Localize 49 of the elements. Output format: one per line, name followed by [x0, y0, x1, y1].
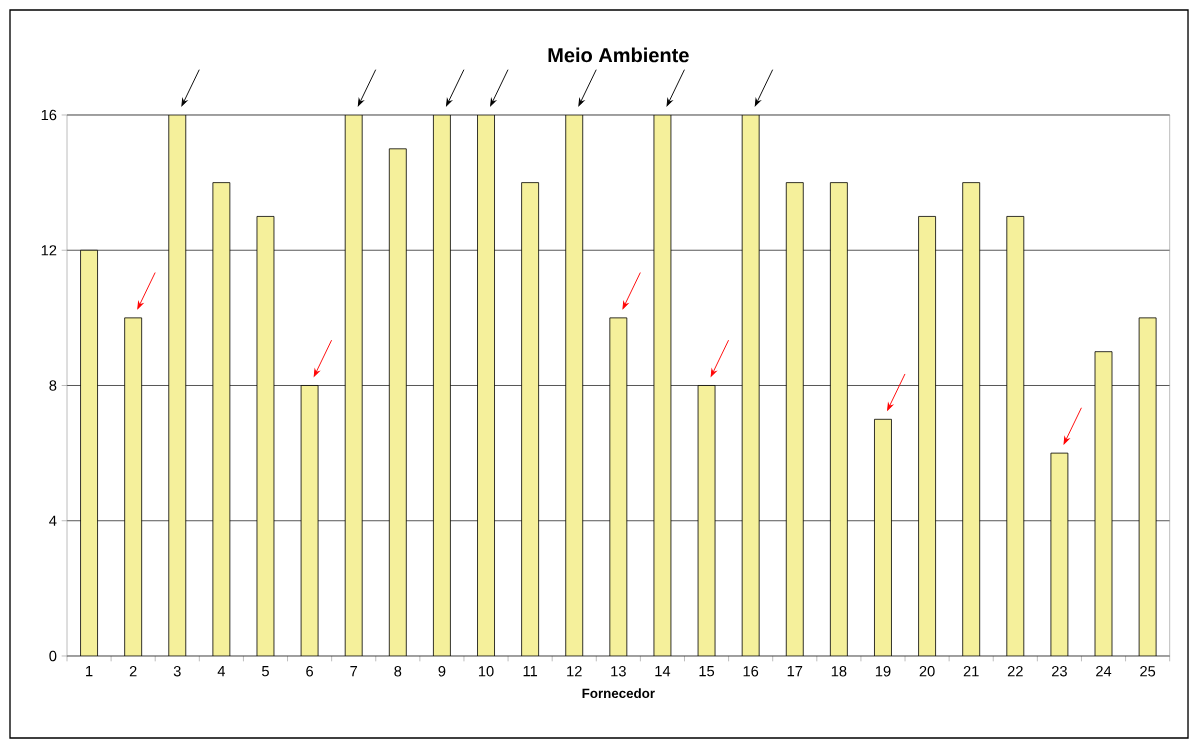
- bar: [565, 115, 584, 656]
- x-tick-label: 7: [350, 666, 358, 677]
- x-axis-title: Fornecedor: [582, 688, 655, 699]
- y-tick-label: 4: [49, 515, 57, 526]
- bar: [829, 182, 848, 656]
- bar: [168, 115, 187, 656]
- bar: [874, 418, 892, 656]
- x-tick-label: 10: [478, 666, 494, 677]
- y-tick-label: 16: [41, 109, 57, 121]
- x-tick-label: 22: [1007, 666, 1023, 677]
- bar: [521, 182, 540, 656]
- x-tick-label: 15: [699, 666, 715, 677]
- bar: [918, 216, 936, 656]
- bar: [741, 115, 760, 656]
- x-tick-label: 6: [306, 666, 314, 677]
- x-tick-label: 14: [655, 666, 671, 677]
- x-tick-label: 11: [523, 666, 538, 677]
- bar: [80, 249, 98, 656]
- x-tick-label: 21: [963, 666, 979, 677]
- x-tick-label: 2: [129, 666, 137, 677]
- bar: [124, 317, 143, 656]
- x-tick-label: 1: [86, 666, 93, 677]
- chart-title: Meio Ambiente: [548, 47, 689, 63]
- x-tick-label: 8: [394, 666, 402, 677]
- bar: [433, 115, 451, 656]
- bar: [785, 182, 804, 656]
- bar: [477, 115, 495, 656]
- bar: [388, 148, 407, 656]
- y-tick-label: 12: [41, 245, 57, 256]
- x-tick-label: 3: [173, 666, 181, 677]
- bar: [962, 182, 981, 656]
- x-tick-label: 17: [787, 666, 803, 677]
- x-tick-label: 23: [1051, 666, 1067, 677]
- bar: [1006, 216, 1025, 656]
- x-tick-label: 18: [831, 666, 847, 677]
- x-tick-label: 9: [438, 666, 446, 677]
- x-tick-label: 12: [567, 666, 582, 677]
- bar: [609, 317, 628, 656]
- x-tick-label: 24: [1096, 666, 1112, 677]
- x-tick-label: 4: [217, 666, 226, 677]
- x-tick-label: 13: [611, 666, 626, 677]
- y-tick-label: 8: [49, 380, 57, 391]
- x-tick-label: 25: [1140, 666, 1156, 677]
- y-tick-label: 0: [49, 650, 57, 662]
- x-tick-label: 19: [875, 666, 891, 677]
- x-tick-label: 5: [261, 666, 269, 677]
- x-tick-label: 16: [743, 666, 759, 677]
- x-tick-label: 20: [919, 666, 935, 677]
- bar: [344, 115, 363, 656]
